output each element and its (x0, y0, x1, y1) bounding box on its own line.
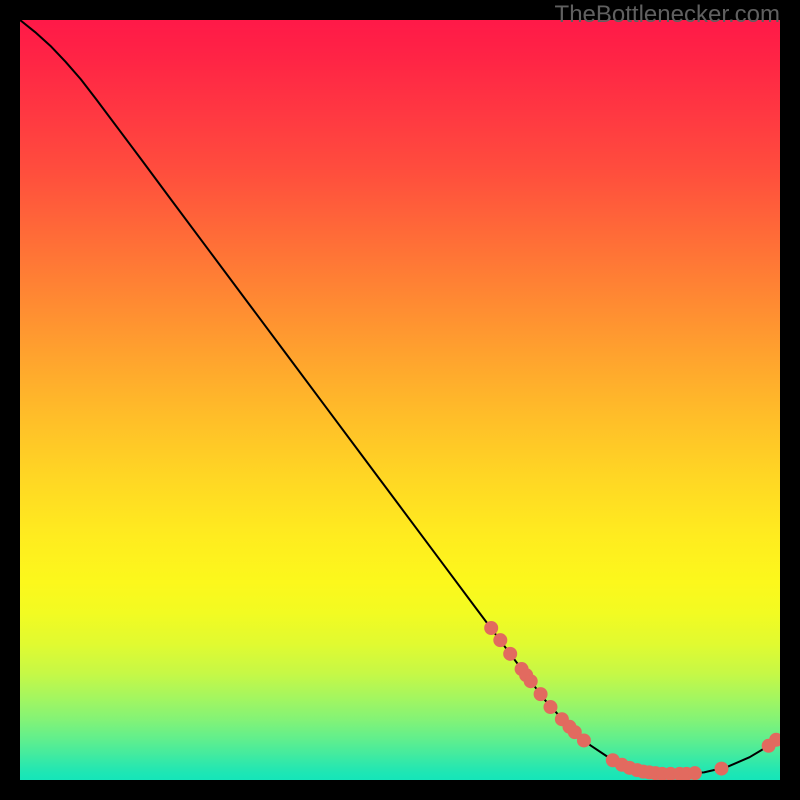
data-marker (770, 733, 780, 746)
data-marker (544, 701, 557, 714)
gradient-background (20, 20, 780, 780)
data-marker (577, 734, 590, 747)
data-marker (485, 622, 498, 635)
data-marker (524, 675, 537, 688)
data-marker (494, 634, 507, 647)
bottleneck-chart (20, 20, 780, 780)
watermark-text: TheBottlenecker.com (555, 1, 780, 29)
data-marker (688, 767, 701, 780)
data-marker (715, 762, 728, 775)
bottleneck-chart-svg (20, 20, 780, 780)
data-marker (534, 688, 547, 701)
data-marker (504, 647, 517, 660)
